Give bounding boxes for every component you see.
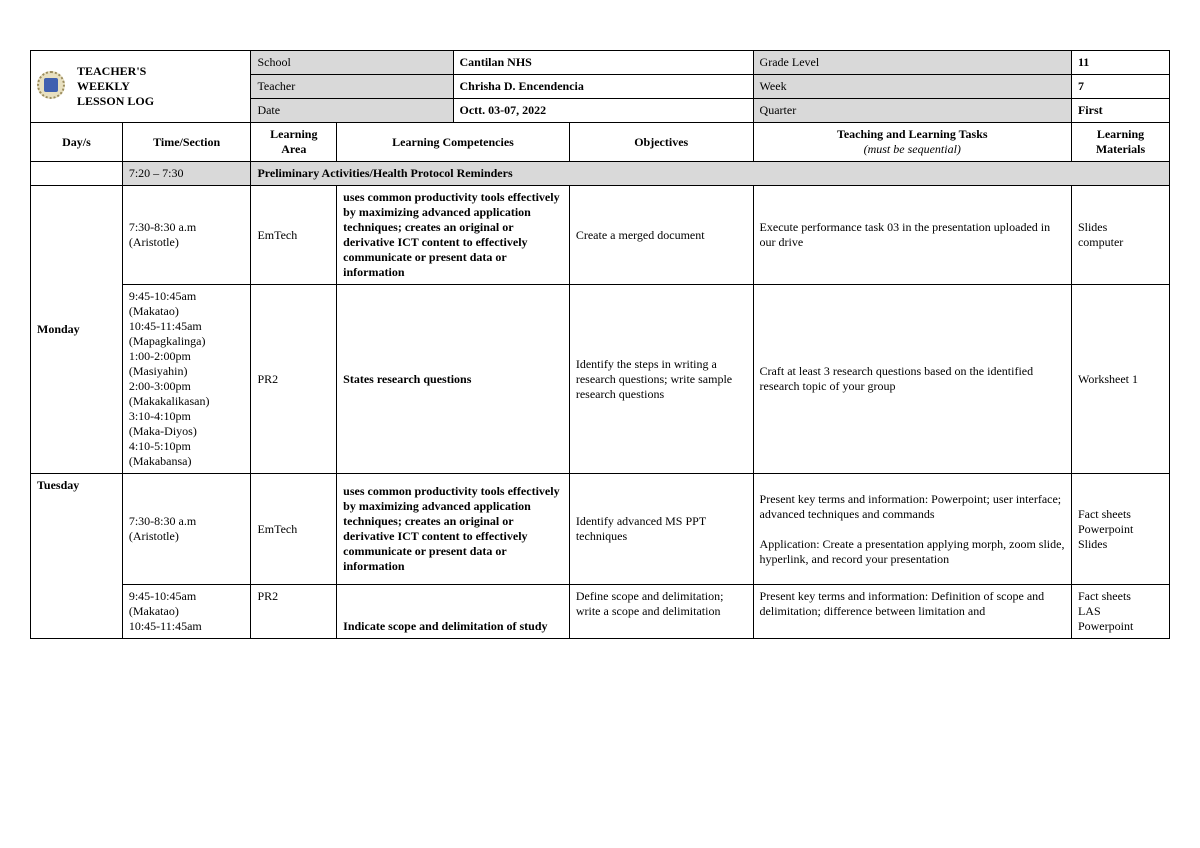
field-value-date: Octt. 03-07, 2022 [453,99,753,123]
monday-row-2: 9:45-10:45am(Makatao) 10:45-11:45am(Mapa… [31,285,1170,474]
materials-cell: Fact sheetsPowerpointSlides [1071,474,1169,585]
prelim-label: Preliminary Activities/Health Protocol R… [251,162,1170,186]
tuesday-row-2: 9:45-10:45am(Makatao)10:45-11:45am PR2 I… [31,585,1170,639]
schedule-header-row: Day/s Time/Section Learning Area Learnin… [31,123,1170,162]
col-comp: Learning Competencies [337,123,570,162]
school-logo-icon [37,71,65,99]
tasks-cell: Present key terms and information: Power… [753,474,1071,585]
tasks-cell: Present key terms and information: Defin… [753,585,1071,639]
col-area: Learning Area [251,123,337,162]
day-monday: Monday [31,186,123,474]
field-value-teacher: Chrisha D. Encendencia [453,75,753,99]
col-obj: Objectives [569,123,753,162]
col-mat: Learning Materials [1071,123,1169,162]
col-tasks: Teaching and Learning Tasks (must be seq… [753,123,1071,162]
field-value-week: 7 [1071,75,1169,99]
materials-cell: Worksheet 1 [1071,285,1169,474]
field-value-grade: 11 [1071,51,1169,75]
area-cell: PR2 [251,585,337,639]
materials-cell: Slidescomputer [1071,186,1169,285]
competency-cell: Indicate scope and delimitation of study [337,585,570,639]
objective-cell: Identify advanced MS PPT techniques [569,474,753,585]
field-label-week: Week [753,75,1071,99]
time-cell: 7:30-8:30 a.m(Aristotle) [122,186,251,285]
area-cell: EmTech [251,474,337,585]
area-cell: EmTech [251,186,337,285]
field-label-date: Date [251,99,453,123]
time-cell: 9:45-10:45am(Makatao)10:45-11:45am [122,585,251,639]
field-value-quarter: First [1071,99,1169,123]
tasks-cell: Craft at least 3 research questions base… [753,285,1071,474]
field-label-school: School [251,51,453,75]
area-cell: PR2 [251,285,337,474]
prelim-day [31,162,123,186]
prelim-time: 7:20 – 7:30 [122,162,251,186]
title-line: TEACHER'S [77,64,244,79]
tuesday-row-1: Tuesday 7:30-8:30 a.m(Aristotle) EmTech … [31,474,1170,585]
lesson-log-table: TEACHER'S WEEKLY LESSON LOG School Canti… [30,50,1170,639]
competency-cell: States research questions [337,285,570,474]
title-line: WEEKLY [77,79,244,94]
title-block: TEACHER'S WEEKLY LESSON LOG [31,51,251,123]
monday-row-1: Monday 7:30-8:30 a.m(Aristotle) EmTech u… [31,186,1170,285]
competency-cell: uses common productivity tools effective… [337,186,570,285]
prelim-row: 7:20 – 7:30 Preliminary Activities/Healt… [31,162,1170,186]
field-label-grade: Grade Level [753,51,1071,75]
materials-cell: Fact sheetsLASPowerpoint [1071,585,1169,639]
field-value-school: Cantilan NHS [453,51,753,75]
field-label-quarter: Quarter [753,99,1071,123]
title-line: LESSON LOG [77,94,244,109]
time-cell: 9:45-10:45am(Makatao) 10:45-11:45am(Mapa… [122,285,251,474]
tasks-cell: Execute performance task 03 in the prese… [753,186,1071,285]
objective-cell: Identify the steps in writing a research… [569,285,753,474]
time-cell: 7:30-8:30 a.m(Aristotle) [122,474,251,585]
col-day: Day/s [31,123,123,162]
day-tuesday: Tuesday [31,474,123,639]
field-label-teacher: Teacher [251,75,453,99]
objective-cell: Create a merged document [569,186,753,285]
col-time: Time/Section [122,123,251,162]
objective-cell: Define scope and delimitation; write a s… [569,585,753,639]
competency-cell: uses common productivity tools effective… [337,474,570,585]
